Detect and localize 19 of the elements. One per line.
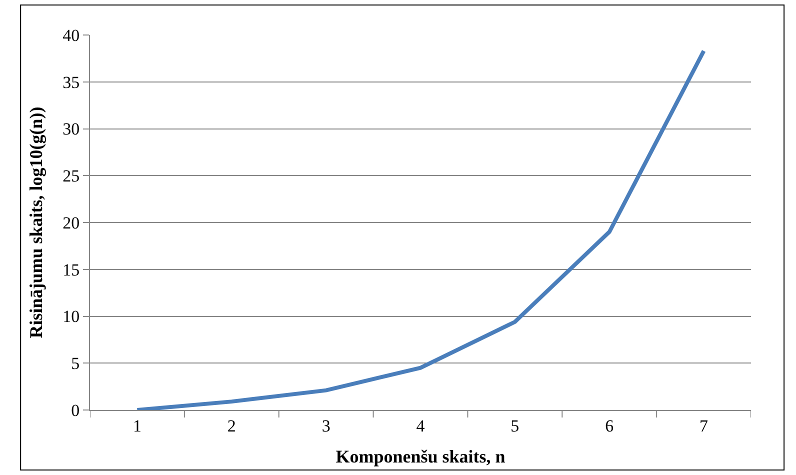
y-tick-label: 0 — [71, 400, 80, 420]
y-tick-label: 10 — [62, 307, 80, 326]
x-tick-label: 3 — [322, 416, 330, 436]
y-axis-title: Risinājumu skaits, log10(g(n)) — [26, 106, 46, 338]
y-tick-label: 5 — [71, 354, 80, 374]
line-series — [135, 48, 706, 410]
x-tick-label: 7 — [700, 416, 709, 436]
x-tick-label: 2 — [227, 416, 236, 436]
x-tick-label: 1 — [132, 416, 142, 436]
y-tick-label: 30 — [62, 120, 80, 139]
x-tick-label: 5 — [510, 416, 520, 436]
x-tick-label: 4 — [416, 416, 426, 436]
y-tick-label: 35 — [62, 72, 80, 92]
y-tick-label: 15 — [62, 260, 80, 280]
x-axis-title: Komponenšu skaits, n — [336, 446, 506, 466]
x-tick-label: 6 — [605, 416, 614, 436]
y-tick-label: 40 — [62, 26, 80, 45]
y-tick-label: 25 — [62, 166, 80, 186]
y-tick-label: 20 — [62, 213, 80, 232]
